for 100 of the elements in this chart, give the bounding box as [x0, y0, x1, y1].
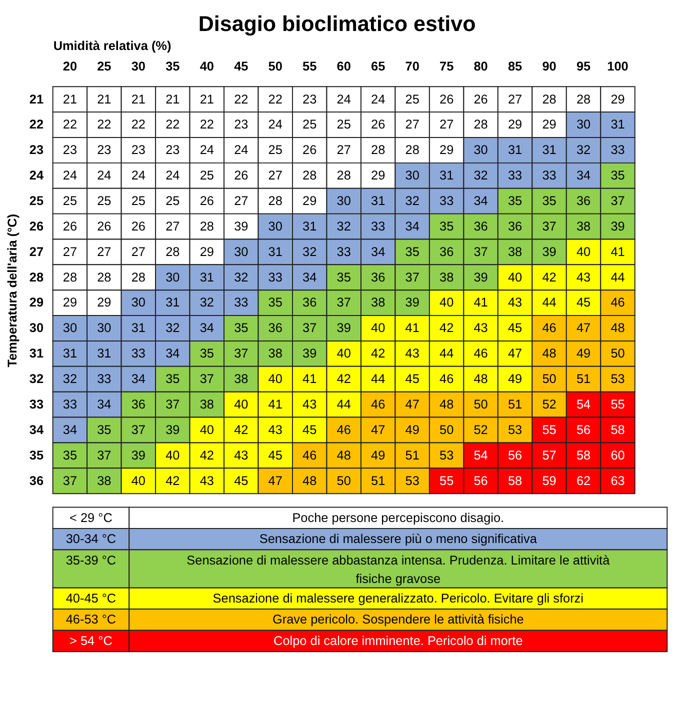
- data-label: 60: [610, 447, 625, 462]
- data-label: 21: [62, 91, 78, 106]
- data-label: 27: [508, 91, 522, 106]
- data-label: 30: [234, 244, 248, 259]
- data-label: 22: [97, 116, 112, 132]
- data-label: 43: [200, 472, 214, 488]
- data-label: 46: [371, 396, 386, 412]
- data-label: 32: [302, 244, 317, 259]
- data-label: 24: [97, 168, 112, 183]
- data-label: 48: [302, 472, 317, 488]
- y-tick-label: 33: [29, 396, 44, 412]
- data-label: 48: [610, 320, 625, 336]
- y-tick-label: 22: [29, 116, 44, 132]
- data-label: 40: [439, 294, 454, 310]
- data-label: 58: [576, 447, 591, 462]
- data-label: 32: [474, 168, 488, 183]
- data-label: 28: [336, 168, 351, 183]
- data-label: 40: [268, 371, 282, 386]
- data-label: 30: [131, 294, 146, 310]
- data-label: 26: [371, 116, 386, 132]
- data-label: 42: [336, 371, 351, 386]
- data-label: 29: [439, 142, 454, 158]
- x-tick-label: 60: [336, 58, 351, 74]
- x-tick-label: 50: [268, 58, 282, 74]
- data-label: 33: [97, 371, 112, 386]
- data-label: 34: [576, 168, 591, 183]
- data-label: 32: [200, 294, 214, 310]
- data-label: 29: [508, 116, 522, 132]
- data-label: 46: [439, 371, 454, 386]
- data-label: 35: [166, 371, 180, 386]
- data-label: 58: [508, 472, 522, 488]
- data-label: 54: [576, 396, 591, 412]
- data-label: 22: [200, 116, 214, 132]
- y-tick-label: 21: [29, 91, 44, 106]
- data-label: 40: [508, 269, 522, 284]
- y-axis-title: Temperatura dell'aria (°C): [4, 214, 20, 368]
- data-label: 39: [405, 294, 420, 310]
- y-tick-label: 36: [29, 472, 44, 488]
- y-tick-label: 30: [29, 320, 44, 336]
- data-label: 33: [62, 396, 78, 412]
- data-label: 31: [371, 193, 386, 208]
- data-label: 30: [474, 142, 488, 158]
- data-label: 35: [336, 269, 351, 284]
- data-label: 28: [302, 168, 317, 183]
- data-label: 35: [405, 244, 420, 259]
- data-label: 28: [576, 91, 591, 106]
- data-label: 23: [234, 116, 248, 132]
- data-label: 36: [131, 396, 146, 412]
- x-axis-title: Umidità relativa (%): [53, 38, 172, 53]
- data-label: 25: [97, 193, 112, 208]
- text: Colpo di calore imminente. Pericolo di morte: [274, 632, 523, 648]
- data-label: 43: [576, 269, 591, 284]
- data-label: 34: [474, 193, 488, 208]
- data-label: 50: [542, 371, 556, 386]
- data-label: 27: [131, 244, 146, 259]
- data-label: 24: [234, 142, 248, 158]
- data-label: 32: [336, 218, 351, 234]
- data-label: 36: [439, 244, 454, 259]
- data-label: 37: [336, 294, 351, 310]
- data-label: 39: [234, 218, 248, 234]
- data-label: 27: [268, 168, 282, 183]
- data-label: 38: [439, 269, 454, 284]
- data-label: 33: [234, 294, 248, 310]
- x-tick-label: 35: [166, 58, 180, 74]
- data-label: 39: [610, 218, 625, 234]
- data-label: 23: [97, 142, 112, 158]
- data-label: 30: [166, 269, 180, 284]
- data-label: 30: [576, 116, 591, 132]
- data-label: 27: [62, 244, 78, 259]
- data-label: 34: [166, 346, 180, 361]
- data-label: 40: [234, 396, 248, 412]
- data-label: 44: [610, 269, 625, 284]
- data-label: 53: [610, 371, 625, 386]
- data-label: 37: [234, 346, 248, 361]
- data-label: 39: [474, 269, 488, 284]
- data-label: 25: [336, 116, 351, 132]
- data-label: 29: [610, 91, 625, 106]
- y-tick-label: 24: [29, 168, 44, 183]
- data-label: 48: [336, 447, 351, 462]
- category-label: 40-45 °C: [66, 590, 116, 606]
- data-label: 47: [576, 320, 591, 336]
- data-label: 34: [200, 320, 214, 336]
- data-label: 48: [439, 396, 454, 412]
- data-label: 38: [508, 244, 522, 259]
- y-tick-label: 23: [29, 142, 44, 158]
- data-label: 27: [166, 218, 180, 234]
- data-label: 26: [62, 218, 78, 234]
- data-label: 33: [542, 168, 556, 183]
- data-label: 45: [268, 447, 282, 462]
- category-label: 35-39 °C: [66, 552, 116, 568]
- data-label: 37: [131, 422, 146, 437]
- data-label: 40: [200, 422, 214, 437]
- data-label: 55: [439, 472, 454, 488]
- data-label: 37: [166, 396, 180, 412]
- data-label: 46: [302, 447, 317, 462]
- data-label: 37: [97, 447, 112, 462]
- data-label: 38: [97, 472, 112, 488]
- data-label: 51: [576, 371, 591, 386]
- data-label: 27: [234, 193, 248, 208]
- data-label: 35: [439, 218, 454, 234]
